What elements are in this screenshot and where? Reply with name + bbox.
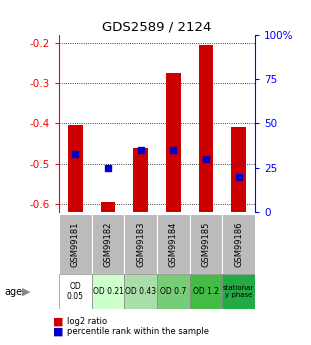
Bar [101,202,115,212]
Text: GSM99181: GSM99181 [71,221,80,267]
Text: OD 1.2: OD 1.2 [193,287,219,296]
Bar [222,214,255,274]
Bar [199,45,213,212]
Bar [92,214,124,274]
Text: GSM99185: GSM99185 [202,221,211,267]
Text: age: age [5,287,23,296]
Bar [231,127,246,212]
Text: GSM99186: GSM99186 [234,221,243,267]
Bar [92,274,124,309]
Text: percentile rank within the sample: percentile rank within the sample [67,327,209,336]
Text: stationar
y phase: stationar y phase [223,285,254,298]
Bar [157,274,190,309]
Text: ■: ■ [53,317,63,326]
Bar [59,274,92,309]
Bar [190,214,222,274]
Text: ■: ■ [53,327,63,337]
Text: GSM99183: GSM99183 [136,221,145,267]
Text: OD 0.21: OD 0.21 [93,287,123,296]
Text: OD 0.43: OD 0.43 [125,287,156,296]
Text: GSM99182: GSM99182 [104,221,113,267]
Bar [133,148,148,212]
Title: GDS2589 / 2124: GDS2589 / 2124 [102,20,212,33]
Bar [68,125,83,212]
Bar [157,214,190,274]
Text: OD
0.05: OD 0.05 [67,282,84,301]
Text: ▶: ▶ [22,287,31,296]
Text: GSM99184: GSM99184 [169,221,178,267]
Bar [59,214,92,274]
Text: OD 0.7: OD 0.7 [160,287,187,296]
Bar [222,274,255,309]
Bar [166,73,181,212]
Text: log2 ratio: log2 ratio [67,317,107,326]
Bar [124,274,157,309]
Bar [124,214,157,274]
Bar [190,274,222,309]
